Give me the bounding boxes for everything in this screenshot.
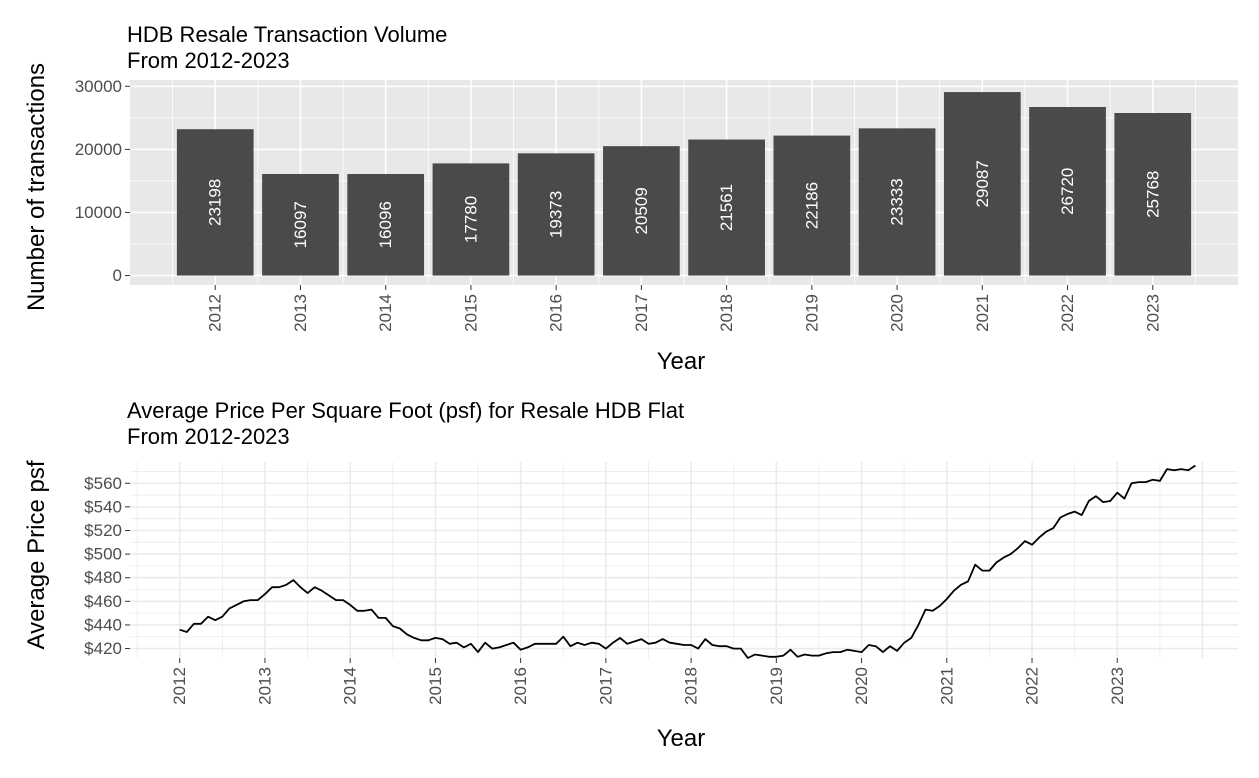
line-chart-x-tick-label: 2013	[255, 667, 274, 705]
bar-chart-x-tick-label: 2023	[1143, 294, 1162, 332]
bar-chart-x-tick-label: 2015	[461, 294, 480, 332]
bar-chart-bars: 23198 16097 16096 17780 19373 20509 21561 22186…	[176, 92, 1192, 276]
line-chart-y-tick-label: $560	[84, 474, 122, 493]
bar-chart-x-tick-label: 2016	[547, 294, 566, 332]
bar-chart-x-tick-label: 2013	[291, 294, 310, 332]
bar-2015	[432, 163, 510, 276]
line-chart-y-axis-title: Average Price psf	[23, 460, 50, 649]
bar-data-label: 17780	[461, 196, 480, 243]
bar-2020	[858, 128, 936, 276]
bar-chart-y-tick-label: 20000	[75, 140, 122, 159]
bar-chart-x-tick-label: 2020	[888, 294, 907, 332]
bar-data-label: 19373	[547, 191, 566, 238]
bar-2012	[176, 129, 254, 276]
bar-2021	[943, 92, 1021, 276]
bar-2013	[262, 174, 339, 276]
line-chart-title: Average Price Per Square Foot (psf) for …	[127, 398, 684, 423]
line-chart-y-tick-label: $500	[84, 545, 122, 564]
line-chart-gridlines	[130, 462, 1238, 658]
bar-data-label: 16097	[291, 201, 310, 248]
line-chart-x-tick-label: 2020	[852, 667, 871, 705]
line-chart-y-tick-label: $440	[84, 615, 122, 634]
bar-data-label: 25768	[1143, 171, 1162, 218]
line-chart-x-tick-label: 2021	[937, 667, 956, 705]
bar-2019	[773, 135, 851, 276]
line-chart-y-tick-label: $460	[84, 592, 122, 611]
bar-data-label: 26720	[1058, 168, 1077, 215]
line-chart-ticks: $420 $440 $460 $480 $500 $520 $540 $560 2012 2013…	[84, 474, 1127, 705]
bar-data-label: 29087	[973, 160, 992, 207]
bar-2017	[603, 146, 680, 276]
line-chart-x-tick-label: 2019	[767, 667, 786, 705]
line-chart-x-tick-label: 2017	[596, 667, 615, 705]
bar-data-label: 23198	[206, 179, 225, 226]
bar-chart-x-tick-label: 2018	[717, 294, 736, 332]
bar-chart-x-axis-title: Year	[657, 348, 706, 375]
bar-data-label: 22186	[802, 182, 821, 229]
line-chart-x-tick-label: 2023	[1108, 667, 1127, 705]
bar-chart-y-tick-label: 10000	[75, 203, 122, 222]
bar-2022	[1029, 106, 1106, 276]
bar-chart-y-axis-title: Number of transactions	[23, 63, 50, 311]
bar-chart-x-tick-label: 2017	[632, 294, 651, 332]
bar-2023	[1114, 113, 1192, 276]
bar-2014	[347, 174, 425, 276]
bar-chart-title: HDB Resale Transaction Volume	[127, 22, 447, 47]
line-chart-x-axis-title: Year	[657, 725, 706, 752]
bar-chart-x-tick-label: 2014	[376, 294, 395, 332]
bar-chart-x-tick-label: 2021	[973, 294, 992, 332]
line-chart-y-tick-label: $520	[84, 521, 122, 540]
line-chart-x-tick-label: 2018	[682, 667, 701, 705]
bar-data-label: 21561	[717, 184, 736, 231]
line-chart-subtitle: From 2012-2023	[127, 424, 290, 449]
bar-chart-x-tick-label: 2022	[1058, 294, 1077, 332]
bar-chart: HDB Resale Transaction Volume From 2012-…	[23, 22, 1238, 375]
line-chart-y-tick-label: $480	[84, 568, 122, 587]
bar-2016	[517, 153, 595, 276]
bar-chart-subtitle: From 2012-2023	[127, 48, 290, 73]
line-chart-x-tick-label: 2012	[170, 667, 189, 705]
bar-chart-ticks: 0 10000 20000 30000 2012 2013 2014 2015 2016 2017…	[75, 77, 1163, 332]
bar-chart-y-tick-label: 30000	[75, 77, 122, 96]
bar-chart-y-tick-label: 0	[113, 266, 122, 285]
line-chart-x-tick-label: 2016	[511, 667, 530, 705]
line-chart-y-tick-label: $540	[84, 497, 122, 516]
bar-chart-x-tick-label: 2012	[206, 294, 225, 332]
line-chart-x-tick-label: 2022	[1023, 667, 1042, 705]
bar-data-label: 16096	[376, 201, 395, 248]
bar-data-label: 20509	[632, 187, 651, 234]
line-chart-panel	[130, 462, 1238, 658]
line-series-average-psf	[179, 464, 1196, 659]
line-chart-x-tick-label: 2015	[426, 667, 445, 705]
bar-data-label: 23333	[888, 178, 907, 225]
line-chart-x-tick-label: 2014	[341, 667, 360, 705]
line-chart: Average Price Per Square Foot (psf) for …	[23, 398, 1238, 752]
bar-2018	[688, 139, 765, 276]
line-chart-y-tick-label: $420	[84, 639, 122, 658]
bar-chart-x-tick-label: 2019	[802, 294, 821, 332]
